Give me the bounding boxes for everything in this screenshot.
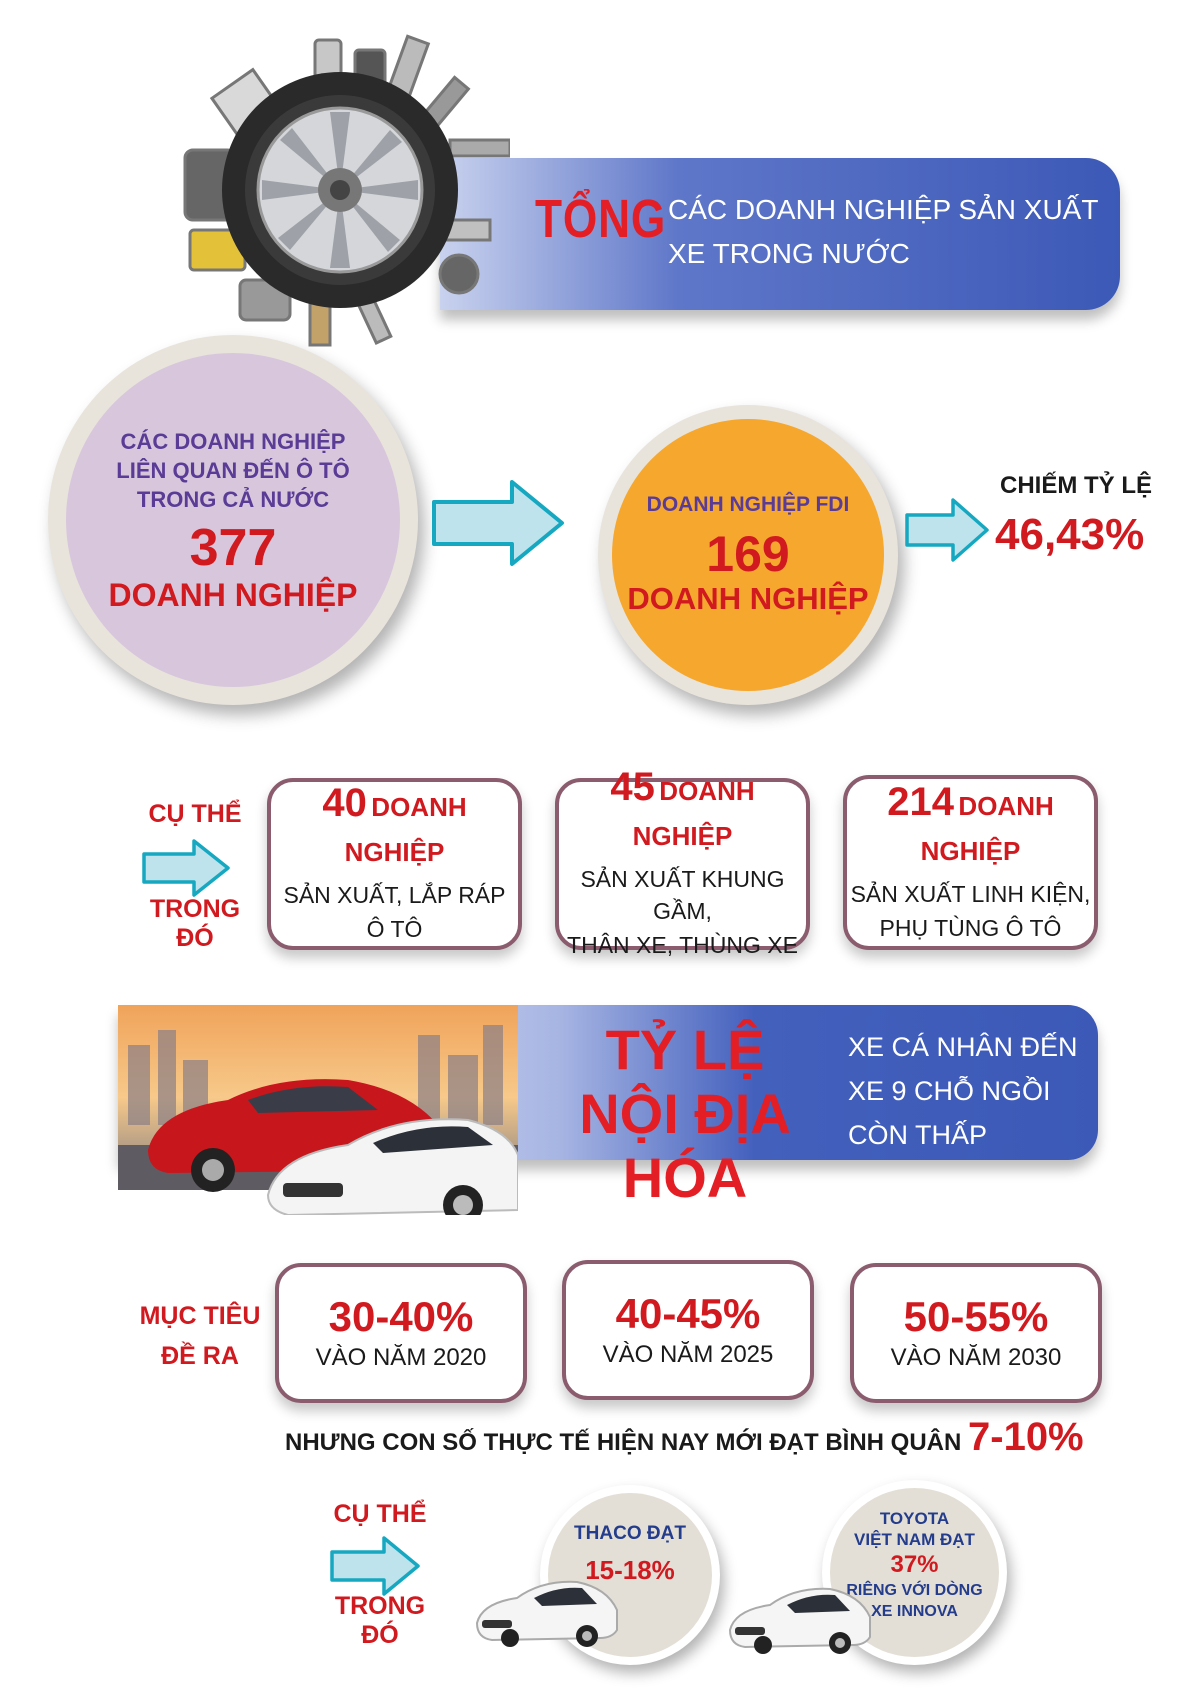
toyota-line3: RIÊNG VỚI DÒNG [846,1582,983,1599]
total-unit: DOANH NGHIỆP [108,576,358,613]
target-value: 50-55% [903,1293,1049,1340]
target-year: VÀO NĂM 2020 [315,1344,487,1371]
total-enterprises-circle: CÁC DOANH NGHIỆP LIÊN QUAN ĐẾN Ô TÔ TRON… [48,335,418,705]
arrow-right-icon [432,478,567,568]
breakdown-desc: SẢN XUẤT KHUNG GẦM, [580,866,785,924]
breakdown-box-components: 214 DOANH NGHIỆP SẢN XUẤT LINH KIỆN, PHỤ… [843,775,1098,950]
target-box-2025: 40-45% VÀO NĂM 2025 [562,1260,814,1400]
arrow-right-icon [142,838,232,898]
breakdown-value: 40 [322,781,367,825]
car-icon [725,1575,875,1660]
breakdown-unit: DOANH NGHIỆP [920,790,1054,866]
car-icon [472,1568,622,1653]
fdi-unit: DOANH NGHIỆP [627,581,869,616]
target-box-2020: 30-40% VÀO NĂM 2020 [275,1263,527,1403]
localization-sub1: XE CÁ NHÂN ĐẾN [848,1032,1078,1062]
auto-parts-wheel-icon [180,30,512,350]
breakdown-unit: DOANH NGHIỆP [344,792,467,867]
targets-label-top: MỤC TIÊU [139,1302,261,1330]
breakdown-box-chassis: 45 DOANH NGHIỆP SẢN XUẤT KHUNG GẦM, THÂN… [555,767,810,958]
toyota-circle: TOYOTA VIỆT NAM ĐẠT 37% RIÊNG VỚI DÒNG X… [822,1480,1007,1665]
thaco-label: THACO ĐẠT [574,1523,686,1544]
arrow-right-icon [905,497,990,563]
breakdown-box-assembly: 40 DOANH NGHIỆP SẢN XUẤT, LẮP RÁP Ô TÔ [267,778,522,950]
total-value: 377 [189,518,277,577]
localization-title-line1: TỶ LỆ [605,1018,765,1081]
fdi-value: 169 [706,526,790,582]
localization-subtitle: XE CÁ NHÂN ĐẾN XE 9 CHỖ NGỒI CÒN THẤP [848,1025,1098,1157]
breakdown-label-bottom: TRONG ĐÓ [149,895,241,952]
cars-photo-icon [118,1005,518,1215]
actual-statement: NHƯNG CON SỐ THỰC TẾ HIỆN NAY MỚI ĐẠT BÌ… [285,1415,1084,1460]
breakdown-value: 45 [610,765,655,809]
localization-sub3: CÒN THẤP [848,1120,988,1150]
header-banner [440,158,1120,310]
fdi-enterprises-circle: DOANH NGHIỆP FDI 169 DOANH NGHIỆP [598,405,898,705]
actual-value: 7-10% [968,1415,1084,1459]
toyota-value: 37% [890,1551,939,1578]
fdi-label: DOANH NGHIỆP FDI [646,493,850,516]
target-value: 40-45% [615,1290,761,1337]
examples-label-bottom: TRONG ĐÓ [334,1592,426,1649]
share-label: CHIẾM TỶ LỆ [1000,472,1153,499]
thaco-value: 15-18% [585,1555,675,1585]
target-box-2030: 50-55% VÀO NĂM 2030 [850,1263,1102,1403]
toyota-line1: TOYOTA [879,1509,950,1528]
localization-title: TỶ LỆ NỘI ĐỊA HÓA [535,1018,835,1210]
breakdown-desc: SẢN XUẤT LINH KIỆN, [850,880,1091,907]
target-year: VÀO NĂM 2030 [890,1344,1062,1371]
breakdown-desc: Ô TÔ [366,916,423,942]
actual-text: NHƯNG CON SỐ THỰC TẾ HIỆN NAY MỚI ĐẠT BÌ… [285,1429,962,1456]
target-value: 30-40% [328,1293,474,1340]
targets-label-bottom: ĐỀ RA [161,1342,239,1370]
toyota-line4: XE INNOVA [871,1603,958,1620]
target-year: VÀO NĂM 2025 [602,1341,774,1368]
total-label: CÁC DOANH NGHIỆP LIÊN QUAN ĐẾN Ô TÔ TRON… [116,428,350,512]
header-subtitle: CÁC DOANH NGHIỆP SẢN XUẤT XE TRONG NƯỚC [668,194,1098,269]
breakdown-value: 214 [887,779,954,824]
localization-sub2: XE 9 CHỖ NGỒI [848,1076,1051,1106]
header-title: TỔNG [535,189,667,249]
breakdown-label-top: CỤ THỂ [148,800,242,828]
arrow-right-icon [330,1535,422,1597]
breakdown-unit: DOANH NGHIỆP [632,776,755,851]
breakdown-desc: SẢN XUẤT, LẮP RÁP [283,882,506,908]
share-value: 46,43% [995,510,1145,559]
examples-label-top: CỤ THỂ [333,1500,427,1528]
breakdown-desc: PHỤ TÙNG Ô TÔ [879,914,1062,941]
localization-title-line2: NỘI ĐỊA HÓA [579,1082,791,1209]
toyota-line2: VIỆT NAM ĐẠT [854,1530,975,1549]
breakdown-desc: THÂN XE, THÙNG XE [567,932,798,958]
